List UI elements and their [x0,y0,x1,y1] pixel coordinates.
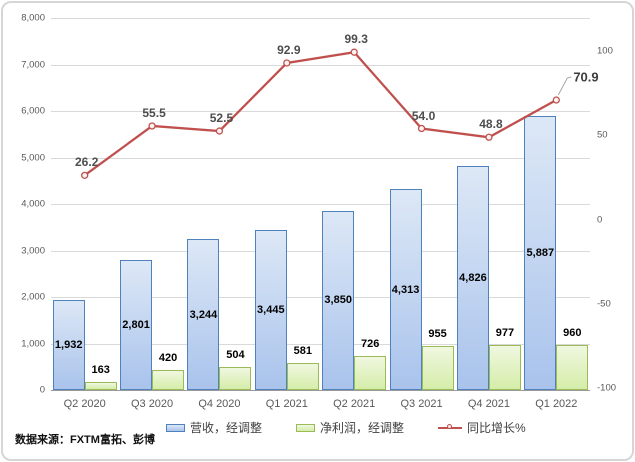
profit-bar-label: 726 [361,338,380,351]
profit-bar-label: 504 [226,348,245,361]
profit-swatch-icon [296,423,316,432]
legend: 营收，经调整 净利润，经调整 同比增长% [166,419,526,436]
profit-bar-label: 977 [495,326,515,339]
x-axis-label: Q4 2020 [198,398,241,410]
growth-point-label: 99.3 [344,32,368,47]
x-axis-label: Q3 2021 [400,398,443,410]
y-axis-left-tick: 3,000 [21,245,45,256]
data-source-note: 数据来源：FXTM富拓、彭博 [15,434,155,446]
growth-marker-icon [485,133,493,141]
profit-bar-label: 163 [91,364,110,377]
revenue-bar-label: 3,445 [257,303,285,316]
x-axis-label: Q1 2022 [535,398,578,410]
legend-item-growth: 同比增长% [438,419,526,436]
y-axis-left-tick: 4,000 [21,198,45,210]
legend-label-profit: 净利润，经调整 [320,421,405,435]
y-axis-right-tick: 100 [597,45,613,57]
gridline [51,297,590,298]
growth-marker-icon [148,122,156,130]
growth-marker-icon [552,96,560,104]
revenue-bar [254,229,287,390]
x-axis-label: Q3 2020 [130,398,174,410]
growth-marker-icon [283,59,291,67]
revenue-bar [389,189,422,390]
y-axis-right-tick: -100 [597,382,617,394]
profit-bar [556,345,589,390]
legend-item-revenue: 营收，经调整 [166,419,262,436]
callout-leader-line [557,76,572,96]
x-axis-label: Q1 2021 [265,398,308,410]
growth-line-chart [81,48,572,180]
legend-label-revenue: 营收，经调整 [190,421,263,435]
profit-bar [488,344,521,390]
y-axis-left-tick: 2,000 [21,291,45,303]
revenue-bar-label: 2,801 [122,318,150,331]
y-axis-right-tick: -50 [597,298,611,310]
y-axis-right-tick: 0 [597,214,603,225]
x-axis-line [51,390,590,391]
y-axis-left-tick: 5,000 [21,152,45,163]
revenue-bar-label: 5,887 [526,247,555,260]
revenue-bar-label: 3,850 [324,294,352,307]
x-axis-label: Q2 2021 [333,398,376,410]
profit-bar-label: 960 [563,327,582,340]
y-axis-left-tick: 0 [39,384,45,396]
x-axis-label: Q2 2020 [63,398,106,410]
gridline [51,204,590,205]
revenue-bar [322,210,355,390]
revenue-swatch-icon [166,423,185,432]
gridline [51,111,590,112]
revenue-bar-label: 4,313 [391,283,420,296]
growth-callout-label: 70.9 [573,69,599,85]
growth-point-label: 55.5 [142,105,166,120]
gridline [51,18,590,19]
gridline [51,343,590,345]
profit-bar [421,345,454,390]
gridline [51,157,590,159]
y-axis-left-tick: 1,000 [21,338,45,349]
growth-marker-icon [215,127,224,135]
legend-item-profit: 净利润，经调整 [296,419,404,436]
profit-bar [84,382,117,390]
x-axis-label: Q4 2021 [467,398,511,410]
gridline [51,64,590,66]
revenue-bar-label: 1,932 [54,339,83,352]
profit-bar [152,370,185,390]
gridline [51,250,590,252]
profit-bar-label: 420 [158,352,178,365]
profit-bar-label: 955 [428,327,447,340]
revenue-bar [524,116,557,390]
revenue-bar [187,239,220,390]
growth-line-swatch-icon [438,423,463,432]
growth-line [84,50,557,177]
growth-marker-icon [81,171,89,180]
growth-point-label: 48.8 [479,117,503,132]
profit-bar [219,366,252,390]
y-axis-left-tick: 7,000 [21,59,45,70]
profit-bar-label: 581 [293,344,312,357]
growth-marker-icon [350,48,358,56]
profit-bar [286,362,319,390]
y-axis-left-tick: 8,000 [21,12,45,24]
revenue-bar-label: 3,244 [189,308,218,321]
growth-marker-icon [417,124,426,133]
y-axis-right-tick: 50 [597,129,608,141]
revenue-bar-label: 4,826 [459,271,487,284]
y-axis-left-tick: 6,000 [21,105,45,117]
growth-point-label: 54.0 [411,108,436,123]
profit-bar [354,356,387,390]
legend-label-growth: 同比增长% [467,421,526,435]
revenue-bar [120,259,153,390]
growth-point-label: 92.9 [277,42,301,57]
revenue-bar [52,300,85,390]
revenue-bar [456,165,489,390]
growth-point-label: 26.2 [75,155,99,170]
growth-point-label: 52.5 [209,111,234,126]
